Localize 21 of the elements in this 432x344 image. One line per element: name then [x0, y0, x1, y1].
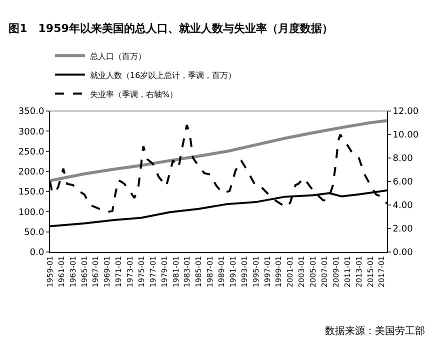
- y2-tick-label: 4.00: [392, 201, 414, 212]
- y2-tick-label: 6.00: [392, 178, 414, 188]
- y-tick-label: 0.0: [30, 248, 44, 258]
- source-note: 数据来源：美国劳工部: [325, 325, 425, 337]
- y-tick-label: 150.0: [18, 188, 44, 198]
- line-series: [50, 119, 387, 182]
- y-tick-label: 100.0: [18, 208, 44, 218]
- y2-tick-label: 2.00: [392, 224, 414, 235]
- y-tick-label: 350.0: [18, 107, 44, 118]
- legend-label: 就业人数（16岁以上总计，季调，百万）: [90, 70, 236, 80]
- y2-tick-label: 12.00: [392, 107, 419, 118]
- y-tick-label: 300.0: [18, 127, 44, 138]
- y-tick-label: 250.0: [18, 147, 44, 158]
- y2-tick-label: 0.00: [392, 248, 414, 258]
- y-tick-label: 50.0: [24, 228, 44, 238]
- chart-title: 图1 1959年以来美国的总人口、就业人数与失业率（月度数据）: [8, 22, 333, 35]
- y2-tick-label: 8.00: [392, 154, 414, 164]
- legend-label: 总人口（百万）: [89, 52, 146, 61]
- y-tick-label: 200.0: [18, 168, 44, 178]
- y2-tick-label: 10.00: [392, 130, 419, 141]
- legend-label: 失业率（季调，右轴%）: [90, 90, 178, 99]
